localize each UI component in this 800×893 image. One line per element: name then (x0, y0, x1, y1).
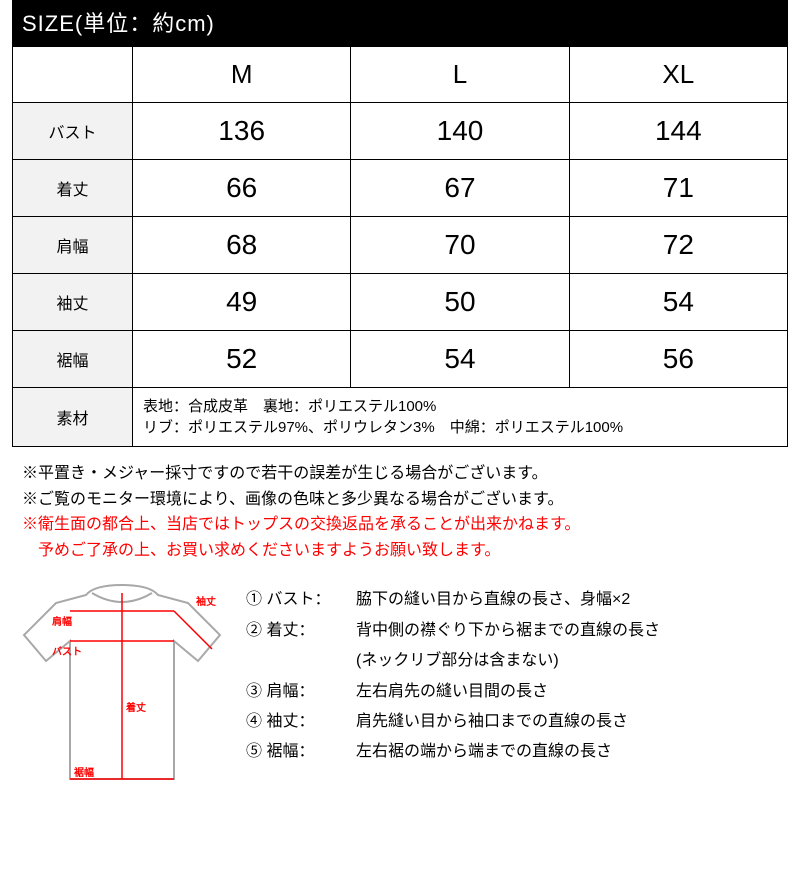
cell: 52 (133, 331, 351, 388)
table-row: バスト 136 140 144 (13, 103, 788, 160)
diagram-label-kata: 肩幅 (52, 615, 72, 628)
row-label: 肩幅 (13, 217, 133, 274)
cell: 144 (569, 103, 787, 160)
cell: 140 (351, 103, 569, 160)
note-red: 予めご了承の上、お買い求めくださいますようお願い致します。 (22, 538, 778, 564)
definition-item: ① バスト： 脇下の縫い目から直線の長さ、身幅×2 (246, 585, 778, 615)
definition-item: ④ 袖丈： 肩先縫い目から袖口までの直線の長さ (246, 707, 778, 737)
cell: 67 (351, 160, 569, 217)
table-row: 着丈 66 67 71 (13, 160, 788, 217)
cell: 136 (133, 103, 351, 160)
definition-item: ② 着丈： 背中側の襟ぐり下から裾までの直線の長さ (246, 616, 778, 646)
cell: 66 (133, 160, 351, 217)
diagram-label-kitake: 着丈 (125, 701, 146, 714)
cell: 54 (351, 331, 569, 388)
col-header: L (351, 47, 569, 103)
cell: 70 (351, 217, 569, 274)
table-material-row: 素材 表地：合成皮革 裏地：ポリエステル100% リブ：ポリエステル97%、ポリ… (13, 388, 788, 447)
row-label: 着丈 (13, 160, 133, 217)
cell: 49 (133, 274, 351, 331)
cell: 68 (133, 217, 351, 274)
note-red: ※衛生面の都合上、当店ではトップスの交換返品を承ることが出来かねます。 (22, 512, 778, 538)
notes: ※平置き・メジャー採寸ですので若干の誤差が生じる場合がございます。 ※ご覧のモニ… (12, 461, 788, 563)
cell: 72 (569, 217, 787, 274)
row-label: 袖丈 (13, 274, 133, 331)
note-black: ※平置き・メジャー採寸ですので若干の誤差が生じる場合がございます。 (22, 461, 778, 487)
material-line2: リブ：ポリエステル97%、ポリウレタン3% 中綿：ポリエステル100% (143, 419, 623, 436)
note-black: ※ご覧のモニター環境により、画像の色味と多少異なる場合がございます。 (22, 487, 778, 513)
row-label: 裾幅 (13, 331, 133, 388)
cell: 50 (351, 274, 569, 331)
bottom-section: 袖丈 肩幅 バスト 着丈 裾幅 ① バスト： 脇下の縫い目から直線の長さ、身幅×… (12, 581, 788, 796)
table-row: 袖丈 49 50 54 (13, 274, 788, 331)
tshirt-diagram: 袖丈 肩幅 バスト 着丈 裾幅 (22, 581, 222, 796)
diagram-label-bust: バスト (52, 646, 82, 658)
definition-item: ⑤ 裾幅： 左右裾の端から端までの直線の長さ (246, 737, 778, 767)
material-line1: 表地：合成皮革 裏地：ポリエステル100% (143, 398, 436, 415)
definitions: ① バスト： 脇下の縫い目から直線の長さ、身幅×2 ② 着丈： 背中側の襟ぐり下… (246, 581, 778, 796)
size-table: M L XL バスト 136 140 144 着丈 66 67 71 肩幅 68… (12, 46, 788, 447)
definition-item: ③ 肩幅： 左右肩先の縫い目間の長さ (246, 677, 778, 707)
col-header: XL (569, 47, 787, 103)
row-label: バスト (13, 103, 133, 160)
table-row: 裾幅 52 54 56 (13, 331, 788, 388)
tshirt-svg: 袖丈 肩幅 バスト 着丈 裾幅 (22, 581, 222, 791)
corner-blank (13, 47, 133, 103)
size-title: SIZE(単位：約cm) (12, 0, 788, 46)
table-row: 肩幅 68 70 72 (13, 217, 788, 274)
diagram-label-suso: 裾幅 (74, 766, 94, 779)
table-header-row: M L XL (13, 47, 788, 103)
cell: 56 (569, 331, 787, 388)
col-header: M (133, 47, 351, 103)
cell: 54 (569, 274, 787, 331)
definition-item: (ネックリブ部分は含まない) (246, 646, 778, 676)
material-cell: 表地：合成皮革 裏地：ポリエステル100% リブ：ポリエステル97%、ポリウレタ… (133, 388, 788, 447)
cell: 71 (569, 160, 787, 217)
row-label: 素材 (13, 388, 133, 447)
diagram-label-sode: 袖丈 (195, 595, 216, 608)
